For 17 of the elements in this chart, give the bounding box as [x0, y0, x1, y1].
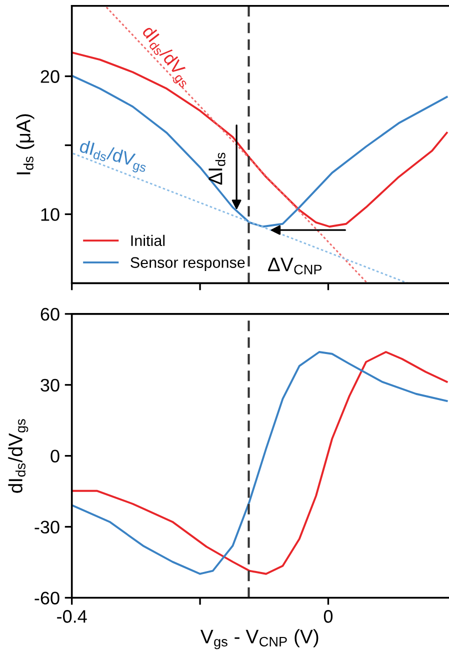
- y-tick-label: -60: [34, 592, 60, 604]
- annotation: dI$_{ds}$/dV$_{gs}$: [138, 24, 194, 90]
- annotation: ΔI$_{ds}$: [208, 152, 226, 185]
- legend-label: Initial: [131, 234, 165, 246]
- y-tick-label: -30: [34, 520, 60, 534]
- y-tick-label: 60: [40, 308, 60, 321]
- y-tick-label: 30: [40, 378, 60, 392]
- annotation: ΔV$_{CNP}$: [268, 258, 322, 274]
- x-axis-title: V$_{gs}$ - V$_{CNP}$ (V): [200, 629, 318, 650]
- annotation: dI$_{ds}$/dV$_{gs}$: [78, 139, 149, 175]
- legend-label: Sensor response: [130, 257, 245, 271]
- x-tick-label: -0.4: [57, 610, 87, 623]
- y-axis-title: I$_{ds}$ (μA): [16, 114, 34, 174]
- y-tick-label: 20: [40, 70, 60, 83]
- y-tick-label: 10: [41, 208, 60, 221]
- y-tick-label: 0: [50, 450, 60, 463]
- y-axis-title: dI$_{ds}$/dV$_{gs}$: [8, 419, 28, 493]
